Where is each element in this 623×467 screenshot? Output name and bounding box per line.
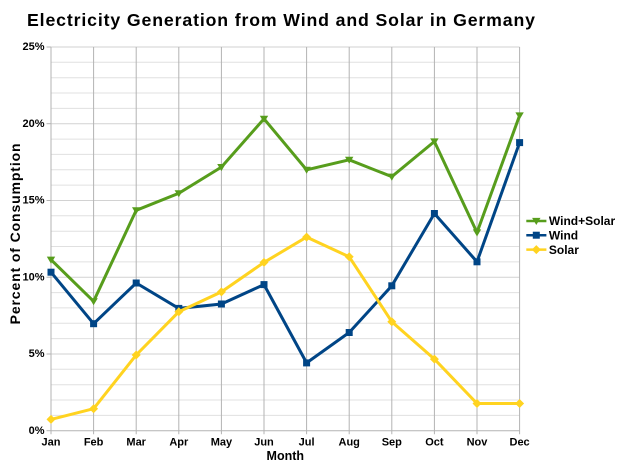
svg-text:10%: 10% (22, 271, 44, 283)
svg-text:May: May (211, 437, 233, 449)
svg-text:Wind+Solar: Wind+Solar (549, 214, 616, 228)
svg-text:Oct: Oct (425, 437, 444, 449)
svg-text:Aug: Aug (339, 437, 360, 449)
svg-text:Jan: Jan (42, 437, 61, 449)
svg-text:Wind: Wind (549, 228, 578, 242)
svg-text:15%: 15% (22, 195, 44, 207)
svg-text:Percent of Consumption: Percent of Consumption (7, 143, 23, 324)
svg-text:Nov: Nov (467, 437, 489, 449)
svg-text:Solar: Solar (549, 243, 579, 257)
svg-text:Mar: Mar (126, 437, 146, 449)
svg-text:25%: 25% (22, 41, 44, 53)
svg-text:Electricity Generation from Wi: Electricity Generation from Wind and Sol… (27, 10, 535, 30)
svg-text:Jul: Jul (299, 437, 315, 449)
svg-text:Month: Month (267, 449, 304, 463)
svg-text:Dec: Dec (510, 437, 530, 449)
svg-text:5%: 5% (29, 348, 45, 360)
svg-text:Jun: Jun (254, 437, 274, 449)
svg-text:Sep: Sep (382, 437, 402, 449)
svg-text:Apr: Apr (169, 437, 189, 449)
svg-text:0%: 0% (29, 425, 45, 437)
svg-text:20%: 20% (22, 118, 44, 130)
svg-text:Feb: Feb (84, 437, 104, 449)
